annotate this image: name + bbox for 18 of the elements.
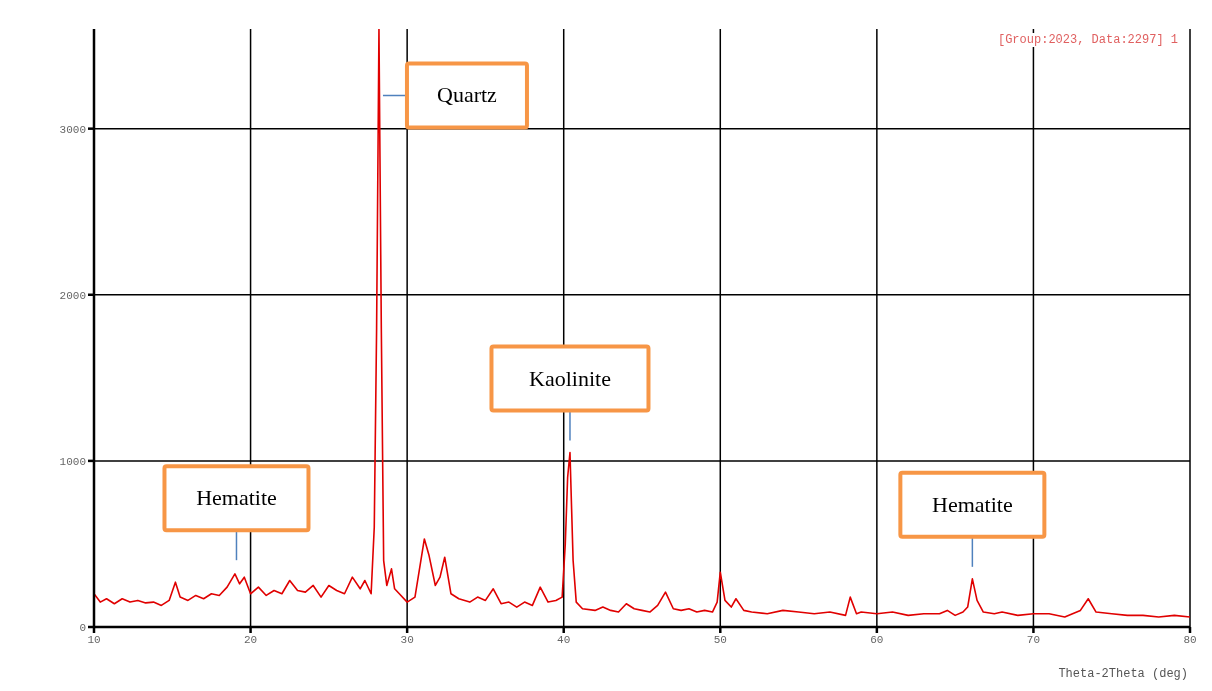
x-tick-label: 80	[1183, 633, 1197, 646]
x-tick-label: 20	[243, 633, 258, 646]
x-tick-label: 10	[87, 633, 101, 646]
x-tick-label: 60	[870, 633, 884, 646]
annotation: [Group:2023, Data:2297] 1	[995, 33, 1180, 47]
x-tick-label: 50	[713, 633, 727, 646]
annotation: Hematite	[196, 485, 277, 511]
x-axis-title: Theta-2Theta (deg)	[1058, 667, 1188, 681]
y-tick-label: 0	[79, 621, 86, 634]
annotation: Kaolinite	[529, 365, 611, 391]
annotation: Quartz	[437, 82, 498, 108]
annotation: Hematite	[932, 491, 1013, 517]
y-tick-label: 1000	[59, 455, 86, 468]
y-tick-label: 2000	[59, 289, 86, 302]
y-tick-label: 3000	[59, 123, 86, 136]
x-tick-label: 40	[557, 633, 571, 646]
x-tick-label: 30	[400, 633, 414, 646]
x-tick-label: 70	[1026, 633, 1041, 646]
